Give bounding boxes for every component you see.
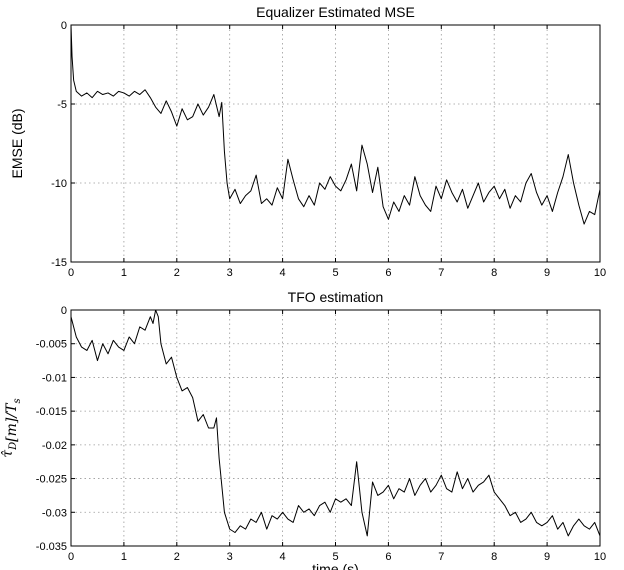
axes-frame xyxy=(70,309,601,547)
x-tick-label: 4 xyxy=(280,267,286,279)
y-tick-label: -0.035 xyxy=(36,541,67,553)
x-tick-label: 0 xyxy=(68,551,74,563)
x-tick-label: 6 xyxy=(385,267,391,279)
x-tick-label: 9 xyxy=(544,551,550,563)
x-tick-label: 10 xyxy=(594,267,606,279)
x-tick-label: 3 xyxy=(227,267,233,279)
x-tick-label: 6 xyxy=(385,551,391,563)
x-axis-label: time (s) xyxy=(312,561,359,570)
x-tick-label: 9 xyxy=(544,267,550,279)
y-tick-label: -10 xyxy=(51,178,67,190)
y-tick-label: -0.015 xyxy=(36,406,67,418)
y-tick-label: -0.01 xyxy=(42,372,67,384)
x-tick-label: 10 xyxy=(594,551,606,563)
y-tick-label: 0 xyxy=(61,305,67,317)
x-tick-label: 8 xyxy=(491,267,497,279)
series-line xyxy=(70,24,601,225)
y-tick-label: -0.025 xyxy=(36,474,67,486)
x-tick-label: 2 xyxy=(174,267,180,279)
chart-title: TFO estimation xyxy=(288,289,384,305)
x-tick-label: 7 xyxy=(438,267,444,279)
y-tick-label: -5 xyxy=(57,99,67,111)
axes-frame xyxy=(70,24,601,263)
x-tick-label: 0 xyxy=(68,267,74,279)
y-tick-label: -0.03 xyxy=(42,507,67,519)
x-tick-label: 1 xyxy=(121,551,127,563)
y-axis-label: EMSE (dB) xyxy=(9,108,25,178)
x-tick-label: 2 xyxy=(174,551,180,563)
chart-title: Equalizer Estimated MSE xyxy=(256,4,415,20)
x-tick-label: 5 xyxy=(332,551,338,563)
y-tick-label: -15 xyxy=(51,257,67,269)
x-tick-label: 4 xyxy=(280,551,286,563)
subplot-2: 0 1 2 3 4 5 6 7 8 9 10 0 -0.005 -0.01 -0.015 -0.02 -0.02… xyxy=(0,289,606,570)
series-line xyxy=(70,309,601,537)
y-tick-label: 0 xyxy=(61,20,67,32)
x-tick-label: 7 xyxy=(438,551,444,563)
x-tick-label: 8 xyxy=(491,551,497,563)
y-tick-label: -0.02 xyxy=(42,440,67,452)
y-axis-label: τ̂D[m]/Ts xyxy=(0,398,23,457)
x-tick-label: 5 xyxy=(332,267,338,279)
subplot-1: 0 1 2 3 4 5 6 7 8 9 10 0 -5 -10 -15 Equalizer Estimated… xyxy=(9,4,606,279)
y-tick-label: -0.005 xyxy=(36,339,67,351)
x-tick-label: 3 xyxy=(227,551,233,563)
x-tick-label: 1 xyxy=(121,267,127,279)
